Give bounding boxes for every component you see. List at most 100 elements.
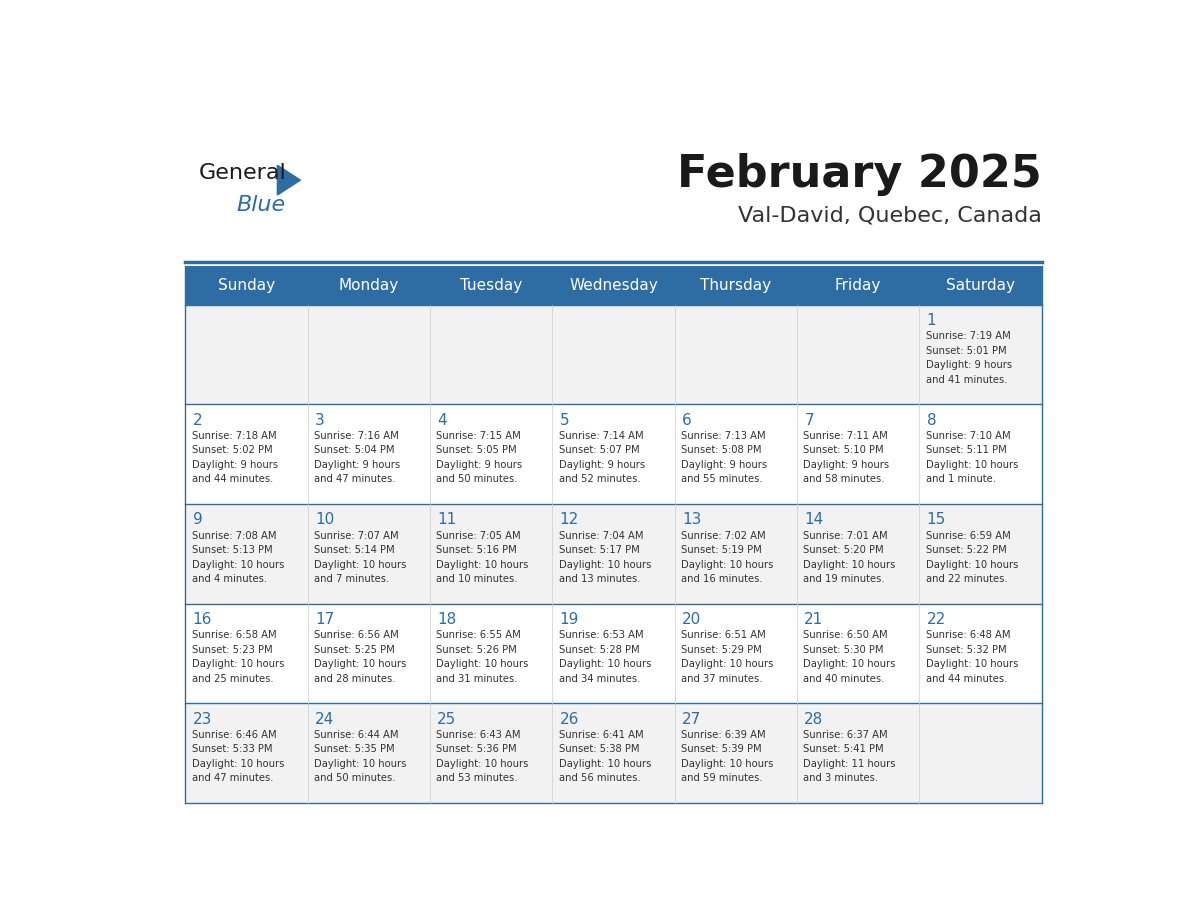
Text: 24: 24 bbox=[315, 711, 334, 727]
Bar bbox=[308, 603, 430, 703]
Bar bbox=[920, 305, 1042, 404]
Text: 9: 9 bbox=[192, 512, 202, 527]
Bar bbox=[675, 703, 797, 803]
Bar bbox=[185, 603, 308, 703]
Text: Sunrise: 6:58 AM
Sunset: 5:23 PM
Daylight: 10 hours
and 25 minutes.: Sunrise: 6:58 AM Sunset: 5:23 PM Dayligh… bbox=[191, 631, 284, 684]
Text: 21: 21 bbox=[804, 612, 823, 627]
Bar bbox=[552, 404, 675, 504]
Text: Sunrise: 7:02 AM
Sunset: 5:19 PM
Daylight: 10 hours
and 16 minutes.: Sunrise: 7:02 AM Sunset: 5:19 PM Dayligh… bbox=[681, 531, 773, 584]
Text: 15: 15 bbox=[927, 512, 946, 527]
Text: Sunrise: 6:41 AM
Sunset: 5:38 PM
Daylight: 10 hours
and 56 minutes.: Sunrise: 6:41 AM Sunset: 5:38 PM Dayligh… bbox=[558, 730, 651, 783]
Bar bbox=[308, 504, 430, 603]
Text: Sunrise: 7:10 AM
Sunset: 5:11 PM
Daylight: 10 hours
and 1 minute.: Sunrise: 7:10 AM Sunset: 5:11 PM Dayligh… bbox=[925, 431, 1018, 485]
Bar bbox=[430, 603, 552, 703]
Text: Sunrise: 7:15 AM
Sunset: 5:05 PM
Daylight: 9 hours
and 50 minutes.: Sunrise: 7:15 AM Sunset: 5:05 PM Dayligh… bbox=[436, 431, 523, 485]
Text: Sunday: Sunday bbox=[217, 277, 276, 293]
Bar bbox=[185, 404, 308, 504]
Text: 2: 2 bbox=[192, 413, 202, 428]
Text: 5: 5 bbox=[560, 413, 569, 428]
Bar bbox=[308, 305, 430, 404]
Bar bbox=[675, 305, 797, 404]
Text: Tuesday: Tuesday bbox=[460, 277, 523, 293]
Bar bbox=[185, 265, 308, 305]
Bar bbox=[185, 703, 308, 803]
Text: Sunrise: 6:43 AM
Sunset: 5:36 PM
Daylight: 10 hours
and 53 minutes.: Sunrise: 6:43 AM Sunset: 5:36 PM Dayligh… bbox=[436, 730, 529, 783]
Bar bbox=[308, 404, 430, 504]
Text: 19: 19 bbox=[560, 612, 579, 627]
Text: Sunrise: 6:55 AM
Sunset: 5:26 PM
Daylight: 10 hours
and 31 minutes.: Sunrise: 6:55 AM Sunset: 5:26 PM Dayligh… bbox=[436, 631, 529, 684]
Text: Sunrise: 7:13 AM
Sunset: 5:08 PM
Daylight: 9 hours
and 55 minutes.: Sunrise: 7:13 AM Sunset: 5:08 PM Dayligh… bbox=[681, 431, 767, 485]
Text: Monday: Monday bbox=[339, 277, 399, 293]
Text: 26: 26 bbox=[560, 711, 579, 727]
Text: Wednesday: Wednesday bbox=[569, 277, 658, 293]
Text: Sunrise: 7:11 AM
Sunset: 5:10 PM
Daylight: 9 hours
and 58 minutes.: Sunrise: 7:11 AM Sunset: 5:10 PM Dayligh… bbox=[803, 431, 890, 485]
Bar bbox=[552, 305, 675, 404]
Bar bbox=[675, 603, 797, 703]
Bar bbox=[920, 703, 1042, 803]
Text: Sunrise: 7:19 AM
Sunset: 5:01 PM
Daylight: 9 hours
and 41 minutes.: Sunrise: 7:19 AM Sunset: 5:01 PM Dayligh… bbox=[925, 331, 1012, 385]
Text: Sunrise: 7:05 AM
Sunset: 5:16 PM
Daylight: 10 hours
and 10 minutes.: Sunrise: 7:05 AM Sunset: 5:16 PM Dayligh… bbox=[436, 531, 529, 584]
Text: Sunrise: 7:07 AM
Sunset: 5:14 PM
Daylight: 10 hours
and 7 minutes.: Sunrise: 7:07 AM Sunset: 5:14 PM Dayligh… bbox=[314, 531, 406, 584]
Text: Sunrise: 6:37 AM
Sunset: 5:41 PM
Daylight: 11 hours
and 3 minutes.: Sunrise: 6:37 AM Sunset: 5:41 PM Dayligh… bbox=[803, 730, 896, 783]
Bar bbox=[552, 504, 675, 603]
Bar bbox=[552, 265, 675, 305]
Text: Sunrise: 6:56 AM
Sunset: 5:25 PM
Daylight: 10 hours
and 28 minutes.: Sunrise: 6:56 AM Sunset: 5:25 PM Dayligh… bbox=[314, 631, 406, 684]
Text: Val-David, Quebec, Canada: Val-David, Quebec, Canada bbox=[738, 206, 1042, 226]
Bar bbox=[797, 603, 920, 703]
Text: Sunrise: 7:01 AM
Sunset: 5:20 PM
Daylight: 10 hours
and 19 minutes.: Sunrise: 7:01 AM Sunset: 5:20 PM Dayligh… bbox=[803, 531, 896, 584]
Text: Sunrise: 7:04 AM
Sunset: 5:17 PM
Daylight: 10 hours
and 13 minutes.: Sunrise: 7:04 AM Sunset: 5:17 PM Dayligh… bbox=[558, 531, 651, 584]
Text: Thursday: Thursday bbox=[700, 277, 771, 293]
Bar bbox=[920, 504, 1042, 603]
Bar bbox=[430, 305, 552, 404]
Polygon shape bbox=[278, 165, 301, 195]
Bar bbox=[797, 703, 920, 803]
Text: Sunrise: 6:46 AM
Sunset: 5:33 PM
Daylight: 10 hours
and 47 minutes.: Sunrise: 6:46 AM Sunset: 5:33 PM Dayligh… bbox=[191, 730, 284, 783]
Bar bbox=[675, 265, 797, 305]
Text: 28: 28 bbox=[804, 711, 823, 727]
Text: 22: 22 bbox=[927, 612, 946, 627]
Text: Sunrise: 6:53 AM
Sunset: 5:28 PM
Daylight: 10 hours
and 34 minutes.: Sunrise: 6:53 AM Sunset: 5:28 PM Dayligh… bbox=[558, 631, 651, 684]
Text: 25: 25 bbox=[437, 711, 456, 727]
Text: Sunrise: 6:48 AM
Sunset: 5:32 PM
Daylight: 10 hours
and 44 minutes.: Sunrise: 6:48 AM Sunset: 5:32 PM Dayligh… bbox=[925, 631, 1018, 684]
Text: 6: 6 bbox=[682, 413, 691, 428]
Bar bbox=[185, 305, 308, 404]
Text: 27: 27 bbox=[682, 711, 701, 727]
Bar bbox=[185, 504, 308, 603]
Text: 1: 1 bbox=[927, 313, 936, 328]
Text: Friday: Friday bbox=[835, 277, 881, 293]
Bar bbox=[430, 265, 552, 305]
Text: 13: 13 bbox=[682, 512, 701, 527]
Text: 12: 12 bbox=[560, 512, 579, 527]
Text: 8: 8 bbox=[927, 413, 936, 428]
Text: Sunrise: 6:51 AM
Sunset: 5:29 PM
Daylight: 10 hours
and 37 minutes.: Sunrise: 6:51 AM Sunset: 5:29 PM Dayligh… bbox=[681, 631, 773, 684]
Text: 3: 3 bbox=[315, 413, 324, 428]
Bar bbox=[308, 703, 430, 803]
Text: Sunrise: 7:18 AM
Sunset: 5:02 PM
Daylight: 9 hours
and 44 minutes.: Sunrise: 7:18 AM Sunset: 5:02 PM Dayligh… bbox=[191, 431, 278, 485]
Text: General: General bbox=[200, 163, 286, 184]
Bar bbox=[797, 504, 920, 603]
Bar bbox=[675, 504, 797, 603]
Bar bbox=[797, 305, 920, 404]
Text: February 2025: February 2025 bbox=[677, 152, 1042, 196]
Text: 16: 16 bbox=[192, 612, 213, 627]
Text: Saturday: Saturday bbox=[946, 277, 1015, 293]
Text: Sunrise: 7:16 AM
Sunset: 5:04 PM
Daylight: 9 hours
and 47 minutes.: Sunrise: 7:16 AM Sunset: 5:04 PM Dayligh… bbox=[314, 431, 400, 485]
Bar bbox=[920, 404, 1042, 504]
Text: Sunrise: 7:08 AM
Sunset: 5:13 PM
Daylight: 10 hours
and 4 minutes.: Sunrise: 7:08 AM Sunset: 5:13 PM Dayligh… bbox=[191, 531, 284, 584]
Text: Sunrise: 6:59 AM
Sunset: 5:22 PM
Daylight: 10 hours
and 22 minutes.: Sunrise: 6:59 AM Sunset: 5:22 PM Dayligh… bbox=[925, 531, 1018, 584]
Bar bbox=[430, 504, 552, 603]
Text: Sunrise: 7:14 AM
Sunset: 5:07 PM
Daylight: 9 hours
and 52 minutes.: Sunrise: 7:14 AM Sunset: 5:07 PM Dayligh… bbox=[558, 431, 645, 485]
Bar bbox=[675, 404, 797, 504]
Text: 4: 4 bbox=[437, 413, 447, 428]
Text: 14: 14 bbox=[804, 512, 823, 527]
Bar bbox=[430, 404, 552, 504]
Bar bbox=[308, 265, 430, 305]
Bar bbox=[920, 603, 1042, 703]
Text: Sunrise: 6:50 AM
Sunset: 5:30 PM
Daylight: 10 hours
and 40 minutes.: Sunrise: 6:50 AM Sunset: 5:30 PM Dayligh… bbox=[803, 631, 896, 684]
Text: Sunrise: 6:39 AM
Sunset: 5:39 PM
Daylight: 10 hours
and 59 minutes.: Sunrise: 6:39 AM Sunset: 5:39 PM Dayligh… bbox=[681, 730, 773, 783]
Text: 17: 17 bbox=[315, 612, 334, 627]
Text: Blue: Blue bbox=[236, 195, 285, 215]
Bar bbox=[920, 265, 1042, 305]
Bar bbox=[552, 703, 675, 803]
Bar bbox=[552, 603, 675, 703]
